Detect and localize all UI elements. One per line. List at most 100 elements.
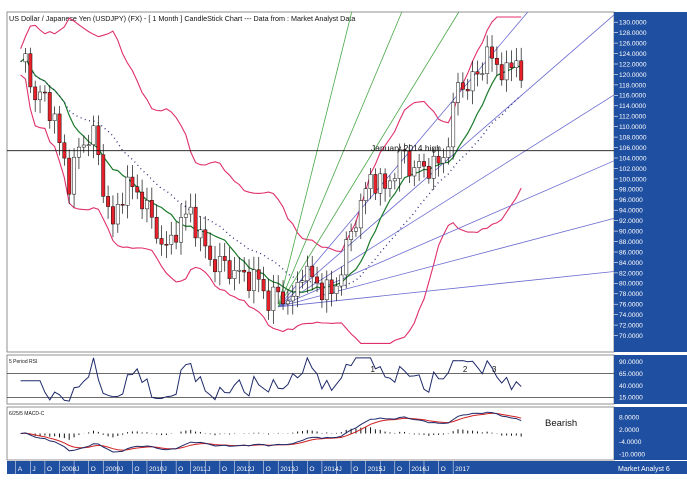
candle-body xyxy=(164,243,169,246)
candle-body xyxy=(358,200,363,229)
time-tick-label: 2008 xyxy=(61,466,76,473)
candle-body xyxy=(451,102,456,148)
rsi-tick-label: 90.0000 xyxy=(619,359,643,366)
candle-body xyxy=(120,204,125,206)
time-tick-label: 2011 xyxy=(193,466,208,473)
price-tick-label: 116.0000 xyxy=(619,93,646,100)
macd-series xyxy=(20,411,522,453)
candle-body xyxy=(256,269,261,280)
price-tick-label: 90.0000 xyxy=(619,229,643,236)
candle-body xyxy=(106,196,111,207)
rsi-series: 1 2 3 xyxy=(7,356,614,402)
candle-body xyxy=(281,291,285,305)
macd-panel-label: 6/25/5 MACD-C xyxy=(9,411,45,417)
candle-body xyxy=(494,58,499,65)
candle-body xyxy=(383,173,388,189)
time-axis-labels: A J O 2008 J O 2009 J O 2010 J O 2011 J O 2012 J O 2013 J O 2… xyxy=(15,461,470,474)
candle-body xyxy=(154,217,159,239)
price-y-axis: 70.0000 72.0000 74.0000 76.0000 78.0000 80.00… xyxy=(614,20,647,340)
candle-body xyxy=(208,245,213,260)
chart-title: US Dollar / Japanese Yen (USDJPY) (FX) -… xyxy=(9,14,355,23)
rsi-tick-label: 40.0000 xyxy=(619,383,643,390)
candle-body xyxy=(149,200,154,218)
time-tick-label: 2013 xyxy=(280,466,295,473)
candle-body xyxy=(76,146,81,158)
candle-body xyxy=(251,269,256,291)
price-tick-label: 70.0000 xyxy=(619,333,643,340)
price-tick-label: 118.0000 xyxy=(619,82,646,89)
price-tick-label: 80.0000 xyxy=(619,281,643,288)
bollinger-lower-band xyxy=(20,74,522,344)
candle-body xyxy=(465,89,470,92)
candle-body xyxy=(373,174,378,194)
candle-body xyxy=(23,53,28,63)
candle-body xyxy=(431,155,436,179)
fan-line xyxy=(277,11,460,308)
candle-body xyxy=(368,174,373,189)
candle-body xyxy=(203,229,208,247)
candle-body xyxy=(101,154,106,197)
candle-body xyxy=(388,180,392,189)
candle-body xyxy=(213,259,217,273)
time-tick-label: 2016 xyxy=(411,466,426,473)
fan-line xyxy=(278,218,615,308)
time-tick-label: O xyxy=(266,466,271,473)
time-tick-label: J xyxy=(32,466,35,473)
rsi-y-axis: 15.0000 40.0000 65.0000 90.0000 xyxy=(619,359,643,402)
candle-body xyxy=(247,271,251,291)
candle-body xyxy=(174,234,179,243)
price-tick-label: 100.0000 xyxy=(619,176,647,183)
footer-brand: Market Analyst 6 xyxy=(618,466,670,473)
candle-body xyxy=(67,157,72,195)
macd-tick-label: -10.0000 xyxy=(619,451,645,458)
fan-line xyxy=(277,14,615,308)
time-tick-label: O xyxy=(309,466,314,473)
candle-body xyxy=(295,282,300,297)
time-tick-label: O xyxy=(134,466,139,473)
candle-body xyxy=(271,286,276,311)
candle-body xyxy=(266,290,271,311)
time-tick-label: 2017 xyxy=(455,466,470,473)
macd-tick-label: 2.0000 xyxy=(619,427,640,434)
candle-body xyxy=(96,125,101,155)
candle-body xyxy=(222,256,227,261)
candle-body xyxy=(276,286,281,293)
time-tick-label: O xyxy=(397,466,402,473)
candle-body xyxy=(130,176,135,187)
candle-body xyxy=(217,256,222,273)
candle-body xyxy=(52,113,57,121)
candle-body xyxy=(227,260,232,279)
price-tick-label: 86.0000 xyxy=(619,249,643,256)
price-tick-label: 94.0000 xyxy=(619,208,643,215)
candle-body xyxy=(285,300,290,305)
candle-body xyxy=(183,213,188,218)
candle-body xyxy=(514,60,519,68)
macd-tick-label: -4.0000 xyxy=(619,439,642,446)
price-tick-label: 110.0000 xyxy=(619,124,646,131)
candle-body xyxy=(363,188,368,201)
candle-body xyxy=(198,229,203,239)
candle-body xyxy=(504,62,509,81)
bearish-label: Bearish xyxy=(545,418,577,429)
candle-body xyxy=(28,53,33,88)
time-tick-label: J xyxy=(382,466,385,473)
candle-body xyxy=(310,265,315,278)
macd-tick-label: 8.0000 xyxy=(619,415,640,422)
time-tick-label: 2009 xyxy=(105,466,120,473)
fan-line xyxy=(277,11,403,307)
price-tick-label: 112.0000 xyxy=(619,114,646,121)
time-tick-label: J xyxy=(120,466,123,473)
time-tick-label: O xyxy=(178,466,183,473)
candle-body xyxy=(485,46,490,74)
price-tick-label: 124.0000 xyxy=(619,51,647,58)
price-tick-label: 84.0000 xyxy=(619,260,643,267)
price-tick-label: 108.0000 xyxy=(619,135,647,142)
fan-line xyxy=(277,11,353,307)
time-axis-band xyxy=(7,461,687,474)
price-tick-label: 126.0000 xyxy=(619,41,647,48)
dotted-moving-average-line xyxy=(20,56,522,288)
candle-body xyxy=(349,231,354,240)
candle-body xyxy=(237,269,242,272)
candle-body xyxy=(188,206,193,215)
candle-body xyxy=(261,278,266,292)
